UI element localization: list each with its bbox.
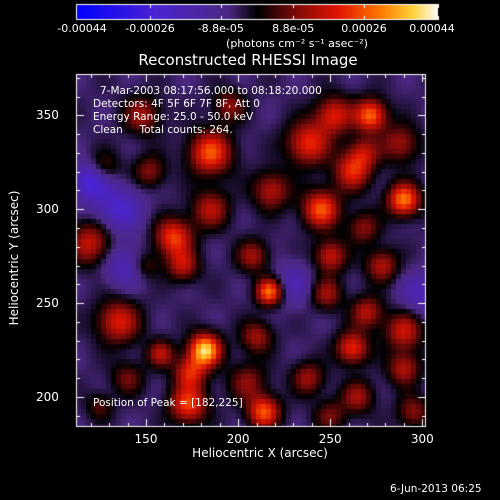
info-energy-range: Energy Range: 25.0 - 50.0 keV <box>93 111 254 123</box>
colorbar-tick-label: -0.00044 <box>57 22 107 35</box>
colorbar-tick-label: 0.00026 <box>341 22 387 35</box>
x-tick-label: 300 <box>410 432 434 446</box>
y-tick-label: 350 <box>36 108 59 123</box>
y-tick-label: 200 <box>36 389 59 404</box>
colorbar-tick-label: 8.8e-05 <box>272 22 315 35</box>
colorbar-tick-label: -0.00026 <box>125 22 175 35</box>
generation-timestamp: 6-Jun-2013 06:25 <box>390 483 482 495</box>
colorbar-tick-label: -8.8e-05 <box>197 22 244 35</box>
x-axis-label: Heliocentric X (arcsec) <box>192 446 328 460</box>
chart-title: Reconstructed RHESSI Image <box>138 51 358 69</box>
y-tick-label: 250 <box>36 296 59 311</box>
y-axis-label: Heliocentric Y (arcsec) <box>7 190 21 326</box>
x-tick-label: 250 <box>318 432 342 446</box>
x-tick-label: 150 <box>134 432 158 446</box>
info-detectors: Detectors: 4F 5F 6F 7F 8F, Att 0 <box>93 98 260 110</box>
colorbar-unit-label: (photons cm⁻² s⁻¹ asec⁻²) <box>226 37 368 50</box>
info-clean-counts: Clean Total counts: 264. <box>93 124 233 136</box>
colorbar-tick-label: 0.00044 <box>409 22 455 35</box>
info-time-range: 7-Mar-2003 08:17:56.000 to 08:18:20.000 <box>100 85 322 97</box>
x-tick-label: 200 <box>226 432 250 446</box>
peak-position-label: Position of Peak = [182,225] <box>93 397 243 409</box>
y-tick-label: 300 <box>36 202 59 217</box>
